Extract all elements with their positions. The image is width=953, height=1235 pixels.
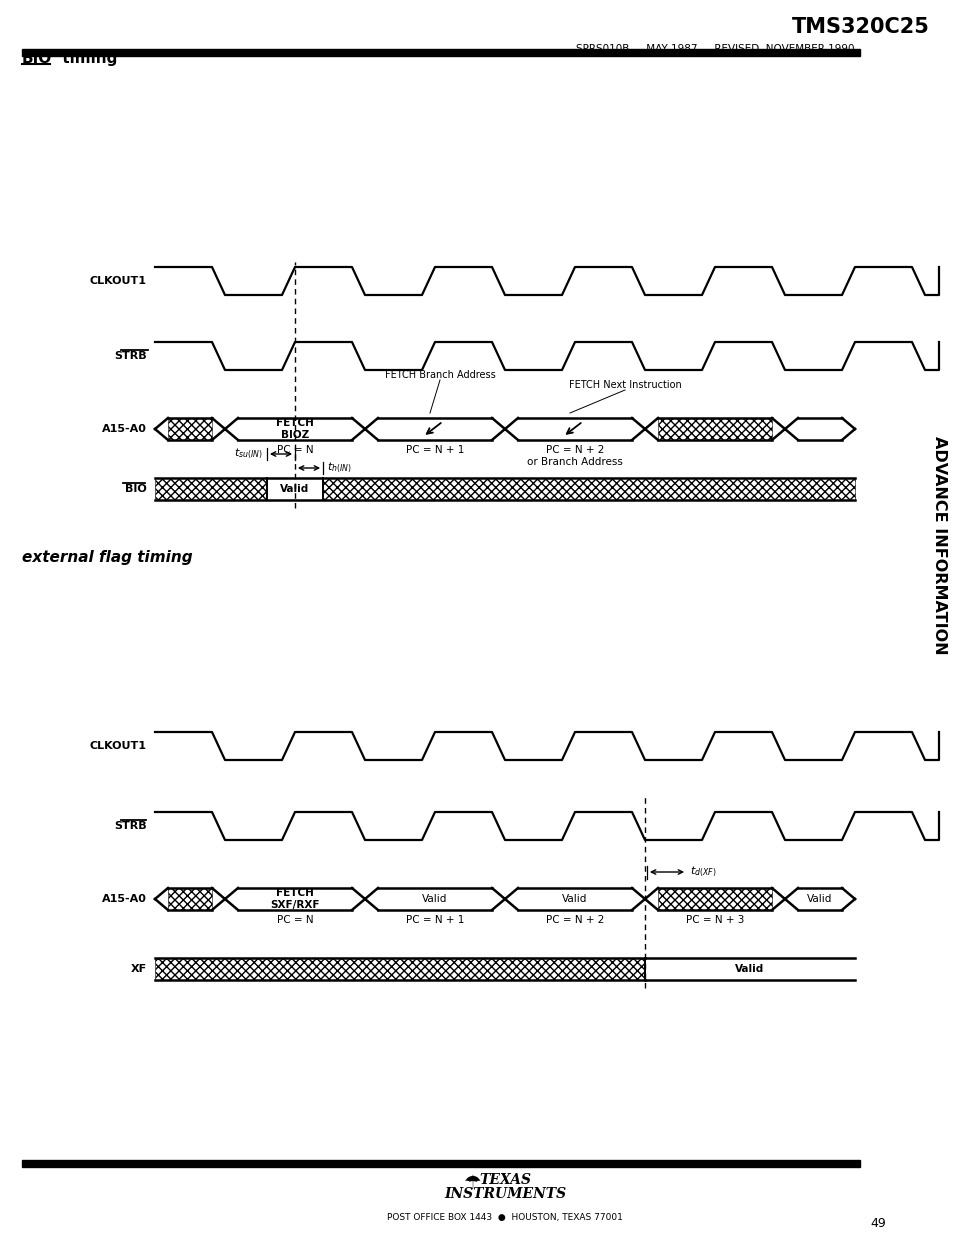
Text: external flag timing: external flag timing <box>22 550 193 564</box>
Text: timing: timing <box>57 51 117 65</box>
Text: A15-A0: A15-A0 <box>102 424 147 433</box>
Polygon shape <box>168 888 212 910</box>
Text: Valid: Valid <box>806 894 832 904</box>
Text: Valid: Valid <box>735 965 763 974</box>
Polygon shape <box>267 478 323 499</box>
Text: FETCH Next Instruction: FETCH Next Instruction <box>568 380 680 390</box>
Text: Valid: Valid <box>280 484 310 494</box>
Text: CLKOUT1: CLKOUT1 <box>90 275 147 287</box>
Text: INSTRUMENTS: INSTRUMENTS <box>443 1187 565 1200</box>
Text: STRB: STRB <box>114 821 147 831</box>
Text: PC = N + 2
or Branch Address: PC = N + 2 or Branch Address <box>526 445 622 467</box>
Text: PC = N: PC = N <box>276 445 313 454</box>
Polygon shape <box>154 478 854 500</box>
Text: POST OFFICE BOX 1443  ●  HOUSTON, TEXAS 77001: POST OFFICE BOX 1443 ● HOUSTON, TEXAS 77… <box>387 1213 622 1221</box>
Text: BIO: BIO <box>22 51 52 65</box>
Text: PC = N + 2: PC = N + 2 <box>545 915 603 925</box>
Text: $t_{h(IN)}$: $t_{h(IN)}$ <box>327 461 352 475</box>
Text: Valid: Valid <box>561 894 587 904</box>
Text: SPRS010B — MAY 1987 — REVISED  NOVEMBER 1990: SPRS010B — MAY 1987 — REVISED NOVEMBER 1… <box>576 44 854 54</box>
Text: TEXAS: TEXAS <box>478 1173 531 1187</box>
Text: $t_{su(IN)}$: $t_{su(IN)}$ <box>233 447 263 461</box>
Text: STRB: STRB <box>114 351 147 361</box>
Bar <box>22 49 859 56</box>
Text: PC = N: PC = N <box>276 915 313 925</box>
Bar <box>22 1160 859 1167</box>
Text: PC = N + 1: PC = N + 1 <box>405 915 464 925</box>
Text: FETCH
SXF/RXF: FETCH SXF/RXF <box>270 888 319 910</box>
Text: FETCH
BIOZ: FETCH BIOZ <box>275 419 314 440</box>
Text: XF: XF <box>131 965 147 974</box>
Text: A15-A0: A15-A0 <box>102 894 147 904</box>
Polygon shape <box>658 417 771 440</box>
Text: 49: 49 <box>869 1216 884 1230</box>
Text: Valid: Valid <box>422 894 447 904</box>
Text: $t_{d(XF)}$: $t_{d(XF)}$ <box>689 864 716 879</box>
Polygon shape <box>658 888 771 910</box>
Text: PC = N + 1: PC = N + 1 <box>405 445 464 454</box>
Text: BIO: BIO <box>125 484 147 494</box>
Polygon shape <box>168 417 212 440</box>
Text: TMS320C25: TMS320C25 <box>791 17 929 37</box>
Text: CLKOUT1: CLKOUT1 <box>90 741 147 751</box>
Text: ADVANCE INFORMATION: ADVANCE INFORMATION <box>931 436 946 655</box>
Text: PC = N + 3: PC = N + 3 <box>685 915 743 925</box>
Text: ☂: ☂ <box>463 1173 480 1193</box>
Polygon shape <box>154 958 644 981</box>
Text: FETCH Branch Address: FETCH Branch Address <box>384 370 495 380</box>
